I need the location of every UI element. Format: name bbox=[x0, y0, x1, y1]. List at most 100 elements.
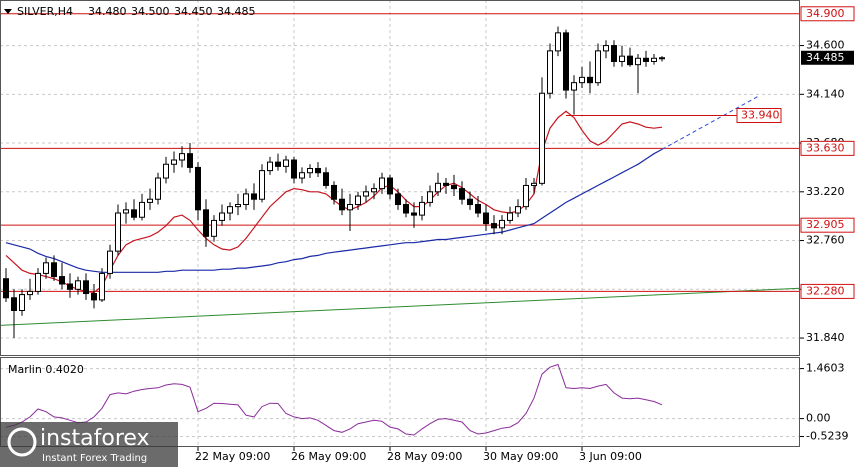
candle-body bbox=[371, 188, 377, 193]
candle-body bbox=[163, 163, 169, 179]
candle-body bbox=[179, 153, 185, 161]
level-label: 32.280 bbox=[806, 284, 845, 297]
level-box bbox=[800, 140, 855, 156]
y-tick-label: 33.220 bbox=[806, 185, 845, 198]
x-tick-label: 30 May 09:00 bbox=[483, 450, 558, 463]
candle-body bbox=[459, 188, 465, 200]
candle-body bbox=[147, 198, 153, 203]
main-frame bbox=[0, 0, 800, 356]
candle-body bbox=[499, 219, 505, 229]
trendline bbox=[0, 287, 801, 326]
candle-body bbox=[635, 57, 641, 66]
candle-body bbox=[291, 159, 297, 179]
candle-body bbox=[51, 262, 57, 278]
candle-body bbox=[115, 212, 121, 252]
candle-body bbox=[347, 204, 353, 211]
candle-body bbox=[195, 166, 201, 211]
price-box bbox=[801, 50, 854, 65]
candle-body bbox=[171, 159, 177, 165]
candle-body bbox=[275, 161, 281, 167]
x-tick-label: 26 May 09:00 bbox=[291, 450, 366, 463]
candle-body bbox=[11, 297, 17, 311]
ohlc-label: 34.480 bbox=[88, 5, 127, 18]
candle-body bbox=[131, 209, 137, 218]
candle-body bbox=[571, 82, 577, 91]
moving-average bbox=[5, 148, 663, 273]
candle-body bbox=[563, 32, 569, 91]
logo-bg bbox=[0, 422, 178, 467]
menu-arrow bbox=[4, 9, 12, 14]
candle-body bbox=[59, 276, 65, 285]
candle-body bbox=[507, 212, 513, 221]
plot bbox=[0, 13, 801, 436]
ohlc-label: 34.485 bbox=[217, 5, 256, 18]
candle-body bbox=[219, 212, 225, 221]
ohlc-label: 34.450 bbox=[174, 5, 213, 18]
candle-body bbox=[515, 206, 521, 214]
level-box bbox=[800, 6, 855, 22]
candle-body bbox=[595, 50, 601, 84]
candle-body bbox=[619, 55, 625, 62]
candle-body bbox=[67, 283, 73, 290]
y-tick-label: 32.760 bbox=[806, 234, 845, 247]
ohlc-label: 34.500 bbox=[131, 5, 170, 18]
chart-title: SILVER,H4 bbox=[17, 5, 73, 18]
price-label: 34.485 bbox=[806, 51, 845, 64]
y-tick-label: 31.840 bbox=[806, 331, 845, 344]
candle-body bbox=[491, 223, 497, 229]
candle-body bbox=[435, 182, 441, 193]
y-tick-label: 34.600 bbox=[806, 39, 845, 52]
candle-body bbox=[427, 191, 433, 203]
candle-body bbox=[243, 193, 249, 206]
oscillator-line bbox=[5, 363, 663, 436]
candle-body bbox=[35, 272, 41, 292]
candle-body bbox=[555, 32, 561, 52]
candle-body bbox=[235, 204, 241, 208]
candle-body bbox=[3, 278, 9, 299]
level-label: 32.905 bbox=[806, 218, 845, 231]
candle-body bbox=[403, 204, 409, 214]
candle-body bbox=[587, 76, 593, 84]
candle-body bbox=[387, 177, 393, 195]
osc-frame bbox=[0, 357, 800, 447]
candle-body bbox=[99, 272, 105, 301]
candle-body bbox=[91, 293, 97, 301]
logo-brand: instaforex bbox=[40, 426, 150, 451]
level-label: 33.630 bbox=[806, 141, 845, 154]
candle-body bbox=[467, 198, 473, 206]
level-label: 34.900 bbox=[806, 7, 845, 20]
candle-body bbox=[579, 76, 585, 84]
annotation-label: 33.940 bbox=[741, 109, 780, 122]
x-tick-label: 22 May 09:00 bbox=[195, 450, 270, 463]
y-tick-label: 1.4603 bbox=[806, 362, 845, 375]
candle-body bbox=[27, 290, 33, 296]
candle-body bbox=[331, 184, 337, 200]
axis: 22 May 09:00 26 May 09:00 28 May 09:00 30 M… bbox=[195, 6, 855, 463]
candle-body bbox=[611, 45, 617, 62]
candle-body bbox=[323, 172, 329, 186]
logo-icon bbox=[7, 427, 37, 457]
candle-body bbox=[75, 280, 81, 290]
candle-body bbox=[299, 172, 305, 179]
candle-body bbox=[379, 177, 385, 190]
candle-body bbox=[547, 50, 553, 94]
candle-body bbox=[259, 170, 265, 200]
y-tick-label: 34.140 bbox=[806, 87, 845, 100]
candle-body bbox=[651, 57, 657, 62]
candle-body bbox=[659, 57, 665, 60]
candle-body bbox=[107, 250, 113, 274]
candle-body bbox=[155, 177, 161, 200]
candle-body bbox=[475, 204, 481, 214]
candle-body bbox=[227, 206, 233, 214]
candle-body bbox=[211, 219, 217, 237]
candle-body bbox=[43, 262, 49, 274]
candle-body bbox=[83, 280, 89, 295]
y-tick-label: 0.00 bbox=[806, 412, 831, 425]
candle-body bbox=[411, 212, 417, 216]
candle-body bbox=[443, 182, 449, 186]
candle-body bbox=[483, 212, 489, 225]
candle-body bbox=[123, 209, 129, 214]
candle-body bbox=[451, 184, 457, 190]
